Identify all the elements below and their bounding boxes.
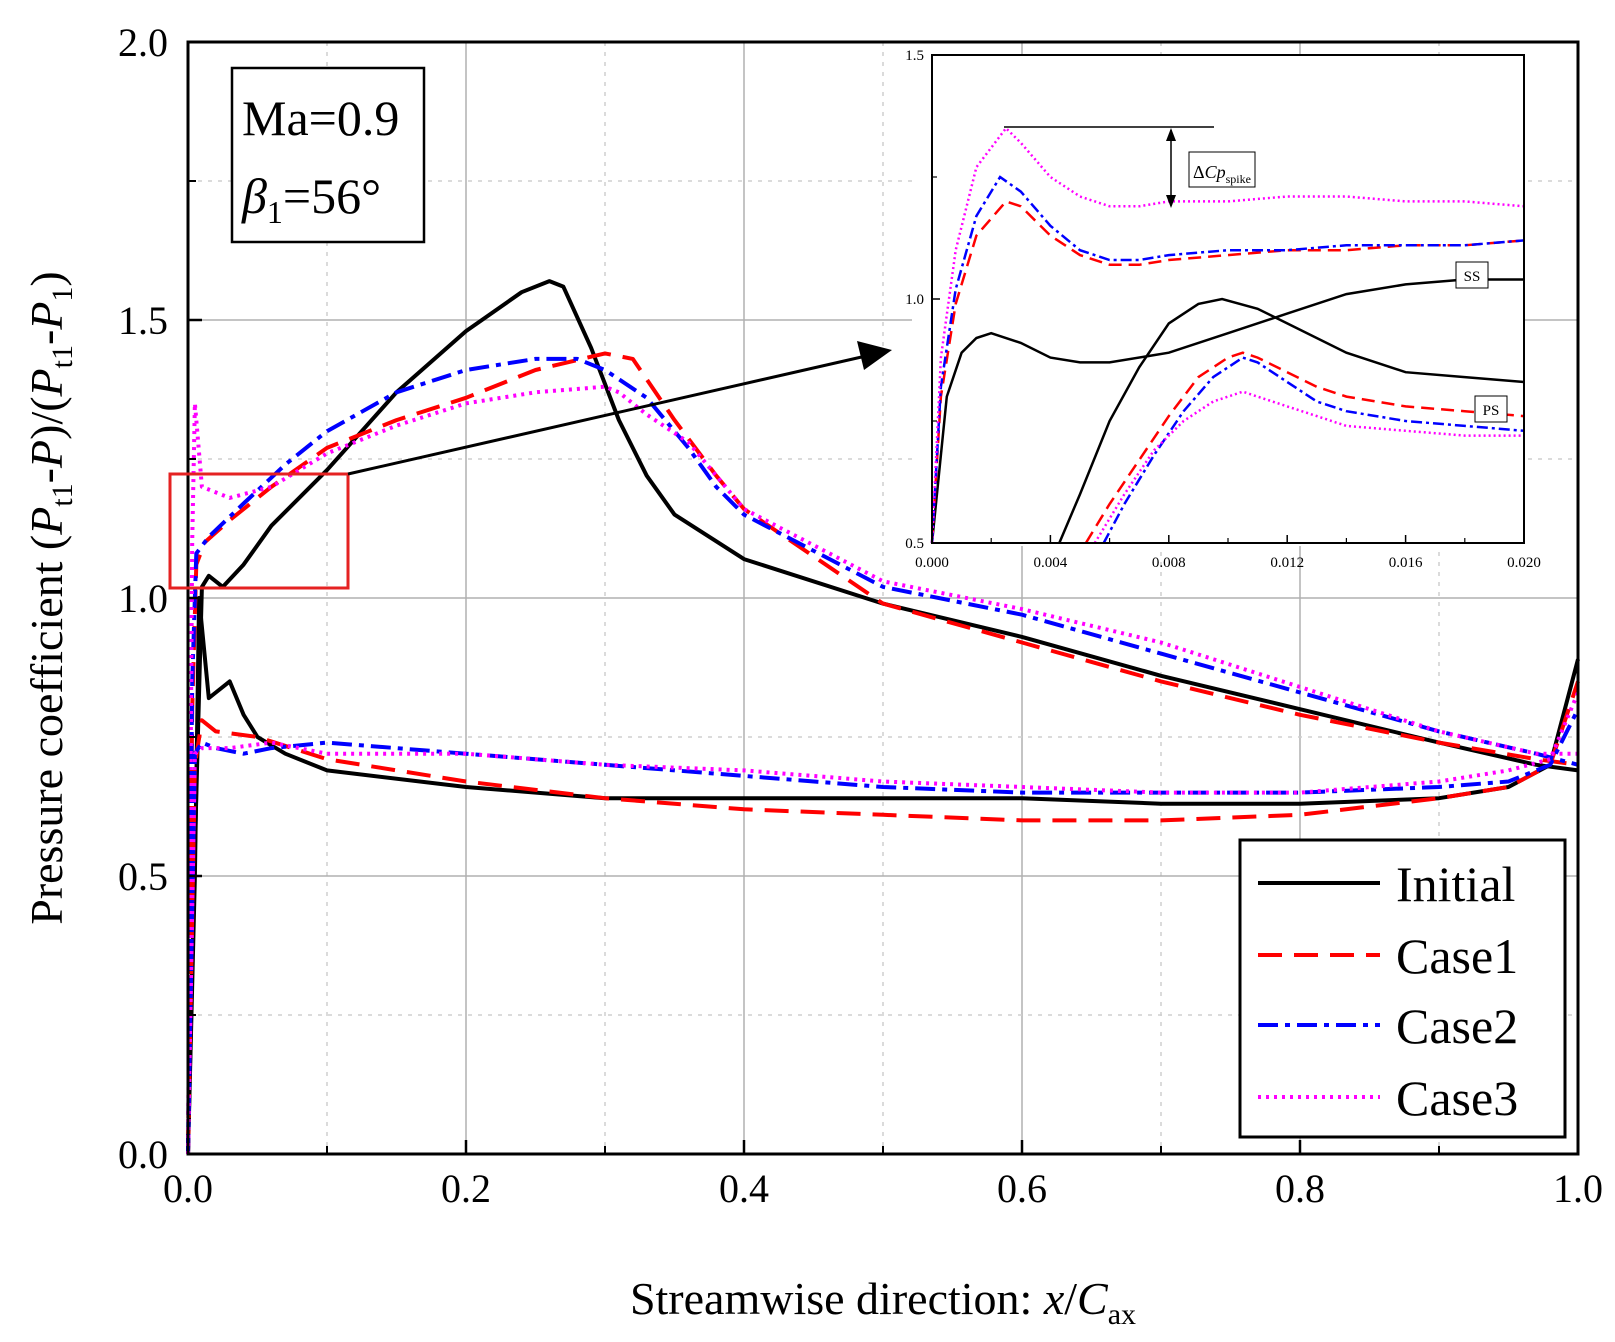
x-axis-title: Streamwise direction: x/Cax: [630, 1273, 1136, 1331]
legend-label-initial: Initial: [1396, 856, 1515, 912]
inset-series-initial-curve-0: [930, 278, 1524, 544]
inlet-angle-label: β1=56°: [241, 168, 381, 230]
x-tick-label: 0.4: [719, 1166, 769, 1211]
inset-x-tick-label: 0.000: [915, 555, 949, 571]
zoom-arrow-line: [347, 354, 867, 476]
inset-y-tick-label: 1.5: [905, 48, 924, 64]
x-tick-label: 0.0: [163, 1166, 213, 1211]
inset-x-tick-label: 0.004: [1034, 555, 1068, 571]
inset-x-tick-label: 0.008: [1152, 555, 1186, 571]
y-tick-label: 1.0: [118, 576, 168, 621]
spike-label-box: [1188, 151, 1256, 188]
x-tick-label: 0.8: [1275, 1166, 1325, 1211]
zoom-arrow-head: [857, 341, 892, 370]
spike-arrow-up: [1166, 128, 1176, 141]
inset-y-tick-label: 1.0: [905, 292, 924, 308]
inset-series-group: [930, 126, 1525, 544]
ps-label: PS: [1483, 403, 1500, 419]
legend-label-case3: Case3: [1396, 1070, 1518, 1126]
series-case2-ps: [186, 708, 1580, 1155]
legend: Initial Case1 Case2 Case3: [1238, 838, 1567, 1139]
inset-series-case2-curve-1: [1102, 356, 1525, 544]
main-ticks: 0.0 0.2 0.4 0.6 0.8 1.0 0.0 0.5 1.0 1.5 2.0: [118, 20, 1603, 1211]
ss-label-box: [1455, 261, 1489, 289]
spike-arrow-down: [1166, 195, 1176, 208]
inset-x-tick-label: 0.016: [1389, 555, 1423, 571]
ps-label-box: [1474, 395, 1508, 423]
series-initial-ps: [186, 596, 1580, 1155]
zoom-region-box: [168, 472, 350, 590]
y-tick-label: 0.0: [118, 1132, 168, 1177]
y-axis-title: Pressure coefficient (Pt1-P)/(Pt1-P1): [21, 271, 79, 925]
condition-annotation-box: [230, 66, 426, 244]
series-case3-ss: [186, 384, 1578, 1155]
inset-series-initial-curve-1: [1058, 297, 1525, 544]
y-tick-label: 2.0: [118, 20, 168, 65]
legend-label-case1: Case1: [1396, 928, 1518, 984]
series-case3-ps: [186, 691, 1580, 1155]
inset-series-case2-curve-0: [930, 175, 1525, 544]
y-tick-label: 0.5: [118, 854, 168, 899]
x-tick-label: 0.2: [441, 1166, 491, 1211]
inset-x-tick-label: 0.012: [1270, 555, 1304, 571]
inset-ticks: 0.000 0.004 0.008 0.012 0.016 0.020 0.5 1.0 1.5: [905, 48, 1541, 571]
spike-label: ΔCpspike: [1193, 162, 1251, 186]
legend-box: [1238, 838, 1567, 1139]
x-tick-label: 1.0: [1553, 1166, 1603, 1211]
inset-series-case1-curve-0: [930, 199, 1525, 544]
inset-series-case1-curve-1: [1084, 351, 1525, 544]
legend-label-case2: Case2: [1396, 998, 1518, 1054]
inset-series-case3-curve-1: [1093, 390, 1524, 544]
inset-zoom-plot: 0.000 0.004 0.008 0.012 0.016 0.0200.51.01.5 …: [905, 48, 1541, 571]
ss-label: SS: [1464, 269, 1481, 285]
series-case1-ps: [186, 680, 1580, 1155]
series-case2-ss: [186, 356, 1579, 1155]
y-tick-label: 1.5: [118, 298, 168, 343]
inset-y-tick-label: 0.5: [905, 536, 924, 552]
x-tick-label: 0.6: [997, 1166, 1047, 1211]
inset-x-tick-label: 0.020: [1507, 555, 1541, 571]
mach-number-label: Ma=0.9: [242, 90, 399, 146]
inset-series-case3-curve-0: [930, 126, 1525, 544]
